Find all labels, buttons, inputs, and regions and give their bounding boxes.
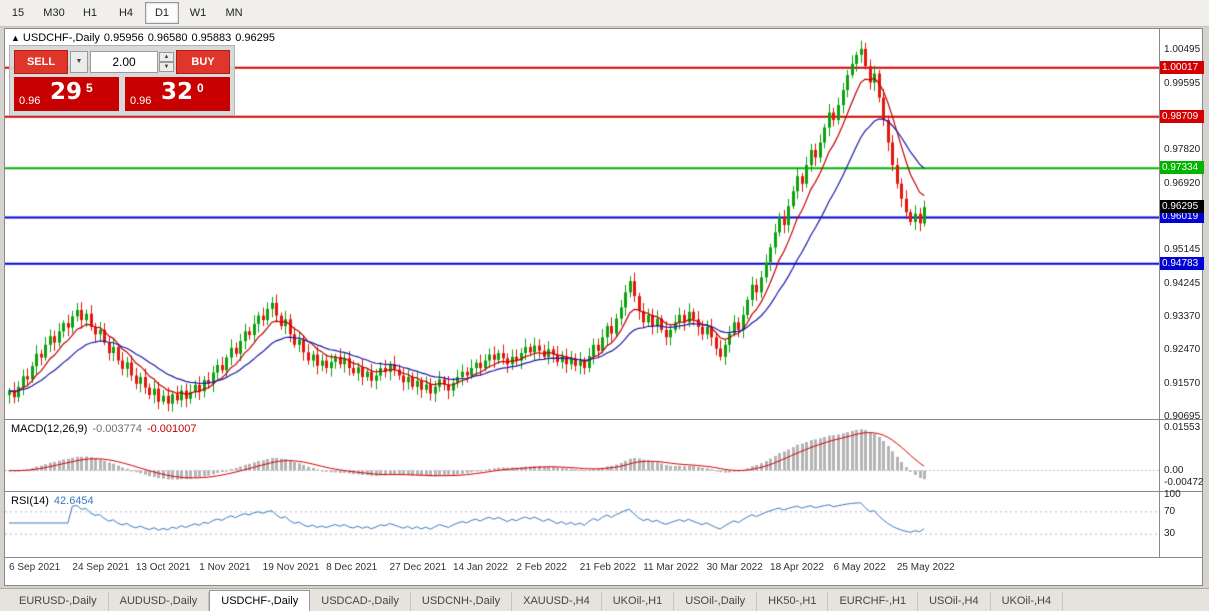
rsi-indicator-canvas[interactable] bbox=[5, 492, 1159, 557]
bar-high-value: 0.96580 bbox=[147, 32, 188, 44]
chart-tab-eurusd-daily[interactable]: EURUSD-,Daily bbox=[8, 592, 109, 611]
macd-name: MACD(12,26,9) bbox=[11, 423, 88, 435]
volume-dropdown-button[interactable]: ▼ bbox=[70, 50, 88, 73]
date-axis-label: 27 Dec 2021 bbox=[389, 562, 447, 573]
rsi-value: 42.6454 bbox=[53, 495, 94, 507]
macd-axis-tick: 0.00 bbox=[1164, 464, 1184, 476]
price-axis-tick: 0.95145 bbox=[1164, 244, 1201, 256]
sell-pips: 29 bbox=[50, 79, 83, 105]
hline-price-label[interactable]: 0.96019 bbox=[1160, 210, 1204, 224]
sell-button[interactable]: SELL bbox=[14, 49, 68, 74]
price-axis-tick: 1.00495 bbox=[1164, 43, 1201, 55]
date-axis-label: 1 Nov 2021 bbox=[199, 562, 251, 573]
hline-price-label[interactable]: 0.98709 bbox=[1160, 109, 1204, 123]
chart-tabbar: EURUSD-,Daily AUDUSD-,Daily USDCHF-,Daily U… bbox=[0, 588, 1209, 611]
current-price-label: 0.96295 bbox=[1160, 200, 1204, 214]
date-axis-label: 24 Sep 2021 bbox=[72, 562, 130, 573]
price-axis-tick: 0.96920 bbox=[1164, 177, 1201, 189]
volume-increase-button[interactable]: ▲ bbox=[159, 51, 174, 62]
volume-stepper: ▲ ▼ bbox=[159, 51, 174, 72]
date-axis-label: 25 May 2022 bbox=[896, 562, 955, 573]
price-axis-tick: 0.93370 bbox=[1164, 310, 1201, 322]
date-axis-label: 6 May 2022 bbox=[833, 562, 886, 573]
macd-indicator-label: MACD(12,26,9) -0.003774 -0.001007 bbox=[11, 423, 197, 435]
macd-axis-tick: -0.00472 bbox=[1164, 477, 1204, 489]
hline-price-label[interactable]: 1.00017 bbox=[1160, 60, 1204, 74]
date-axis-label: 19 Nov 2021 bbox=[262, 562, 320, 573]
date-axis-label: 8 Dec 2021 bbox=[326, 562, 378, 573]
timeframe-button-h4[interactable]: H4 bbox=[118, 7, 134, 19]
timeframe-button-d1[interactable]: D1 bbox=[145, 2, 179, 24]
pane-separator[interactable] bbox=[5, 419, 1202, 420]
buy-big-figure: 0.96 bbox=[130, 95, 152, 107]
timeframe-button-mn[interactable]: MN bbox=[225, 7, 243, 19]
price-axis-tick: 0.94245 bbox=[1164, 277, 1201, 289]
timeframe-toolbar: 15 M30 H1 H4 D1 W1 MN bbox=[0, 0, 1209, 27]
date-axis-label: 13 Oct 2021 bbox=[135, 562, 191, 573]
date-axis-label: 6 Sep 2021 bbox=[9, 562, 61, 573]
price-axis-tick: 0.90695 bbox=[1164, 410, 1201, 422]
pane-separator[interactable] bbox=[5, 491, 1202, 492]
hline-price-label[interactable]: 0.97334 bbox=[1160, 161, 1204, 175]
timeframe-button-15[interactable]: 15 bbox=[11, 7, 25, 19]
price-axis-tick: 0.91570 bbox=[1164, 378, 1201, 390]
buy-pipette: 0 bbox=[197, 81, 204, 95]
time-axis-line bbox=[5, 557, 1202, 558]
chart-tab-audusd-daily[interactable]: AUDUSD-,Daily bbox=[109, 592, 210, 611]
date-axis-label: 21 Feb 2022 bbox=[579, 562, 636, 573]
bar-low-value: 0.95883 bbox=[191, 32, 232, 44]
rsi-axis-tick: 70 bbox=[1164, 505, 1176, 517]
price-axis-tick: 0.99595 bbox=[1164, 77, 1201, 89]
chart-tab-hk50-h1[interactable]: HK50-,H1 bbox=[757, 592, 829, 611]
chart-tab-usdcnh-daily[interactable]: USDCNH-,Daily bbox=[411, 592, 513, 611]
chart-tab-ukoil-h4[interactable]: UKOil-,H4 bbox=[991, 592, 1064, 611]
rsi-name: RSI(14) bbox=[11, 495, 49, 507]
rsi-indicator-label: RSI(14) 42.6454 bbox=[11, 495, 94, 507]
hline-price-label[interactable]: 0.94783 bbox=[1160, 256, 1204, 270]
chart-window: ▲ USDCHF-,Daily 0.95956 0.96580 0.95883 0.962… bbox=[4, 28, 1204, 586]
volume-decrease-button[interactable]: ▼ bbox=[159, 61, 174, 72]
date-axis-label: 14 Jan 2022 bbox=[452, 562, 508, 573]
chart-tab-usoil-h4[interactable]: USOil-,H4 bbox=[918, 592, 991, 611]
rsi-axis-tick: 100 bbox=[1164, 489, 1181, 500]
buy-price-display[interactable]: 0.96 32 0 bbox=[125, 77, 230, 111]
date-axis-label: 11 Mar 2022 bbox=[643, 562, 699, 573]
buy-pips: 32 bbox=[161, 79, 194, 105]
rsi-axis-tick: 30 bbox=[1164, 528, 1176, 540]
buy-button[interactable]: BUY bbox=[176, 49, 230, 74]
macd-indicator-canvas[interactable] bbox=[5, 420, 1159, 491]
sell-big-figure: 0.96 bbox=[19, 95, 41, 107]
timeframe-button-h1[interactable]: H1 bbox=[82, 7, 98, 19]
price-axis-tick: 0.92470 bbox=[1164, 344, 1201, 356]
chart-tab-xauusd-h4[interactable]: XAUUSD-,H4 bbox=[512, 592, 602, 611]
date-axis-label: 2 Feb 2022 bbox=[516, 562, 567, 573]
chart-tab-usdchf-daily[interactable]: USDCHF-,Daily bbox=[209, 590, 311, 611]
chart-tab-eurchf-h1[interactable]: EURCHF-,H1 bbox=[828, 592, 919, 611]
chart-ohlc-title: ▲ USDCHF-,Daily 0.95956 0.96580 0.95883 0.962… bbox=[11, 32, 279, 44]
sell-price-display[interactable]: 0.96 29 5 bbox=[14, 77, 119, 111]
timeframe-button-w1[interactable]: W1 bbox=[189, 7, 207, 19]
macd-histogram-value: -0.003774 bbox=[92, 423, 142, 435]
macd-signal-value: -0.001007 bbox=[146, 423, 197, 435]
bar-open-value: 0.95956 bbox=[103, 32, 144, 44]
chart-symbol-period: USDCHF-,Daily bbox=[22, 32, 100, 44]
date-axis-label: 18 Apr 2022 bbox=[770, 562, 824, 573]
one-click-trading-panel: SELL ▼ ▲ ▼ BUY 0.96 29 5 0.96 32 0 bbox=[9, 45, 235, 116]
chart-tab-ukoil-h1[interactable]: UKOil-,H1 bbox=[602, 592, 675, 611]
chart-tab-usdcad-daily[interactable]: USDCAD-,Daily bbox=[310, 592, 411, 611]
date-axis-label: 30 Mar 2022 bbox=[706, 562, 763, 573]
collapse-trade-panel-icon[interactable]: ▲ bbox=[11, 33, 20, 43]
macd-axis-tick: 0.01553 bbox=[1164, 422, 1201, 434]
chevron-down-icon: ▼ bbox=[75, 58, 83, 65]
sell-pipette: 5 bbox=[86, 81, 93, 95]
price-axis-line bbox=[1159, 29, 1160, 557]
chart-tab-usoil-daily[interactable]: USOil-,Daily bbox=[674, 592, 758, 611]
bar-close-value: 0.96295 bbox=[235, 32, 275, 44]
timeframe-button-m30[interactable]: M30 bbox=[43, 7, 65, 19]
volume-input[interactable] bbox=[90, 50, 158, 73]
price-axis-tick: 0.97820 bbox=[1164, 144, 1201, 155]
